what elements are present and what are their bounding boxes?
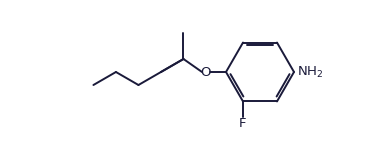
Text: NH$_2$: NH$_2$ [297, 64, 324, 80]
Text: F: F [239, 117, 247, 130]
Text: O: O [201, 66, 211, 78]
